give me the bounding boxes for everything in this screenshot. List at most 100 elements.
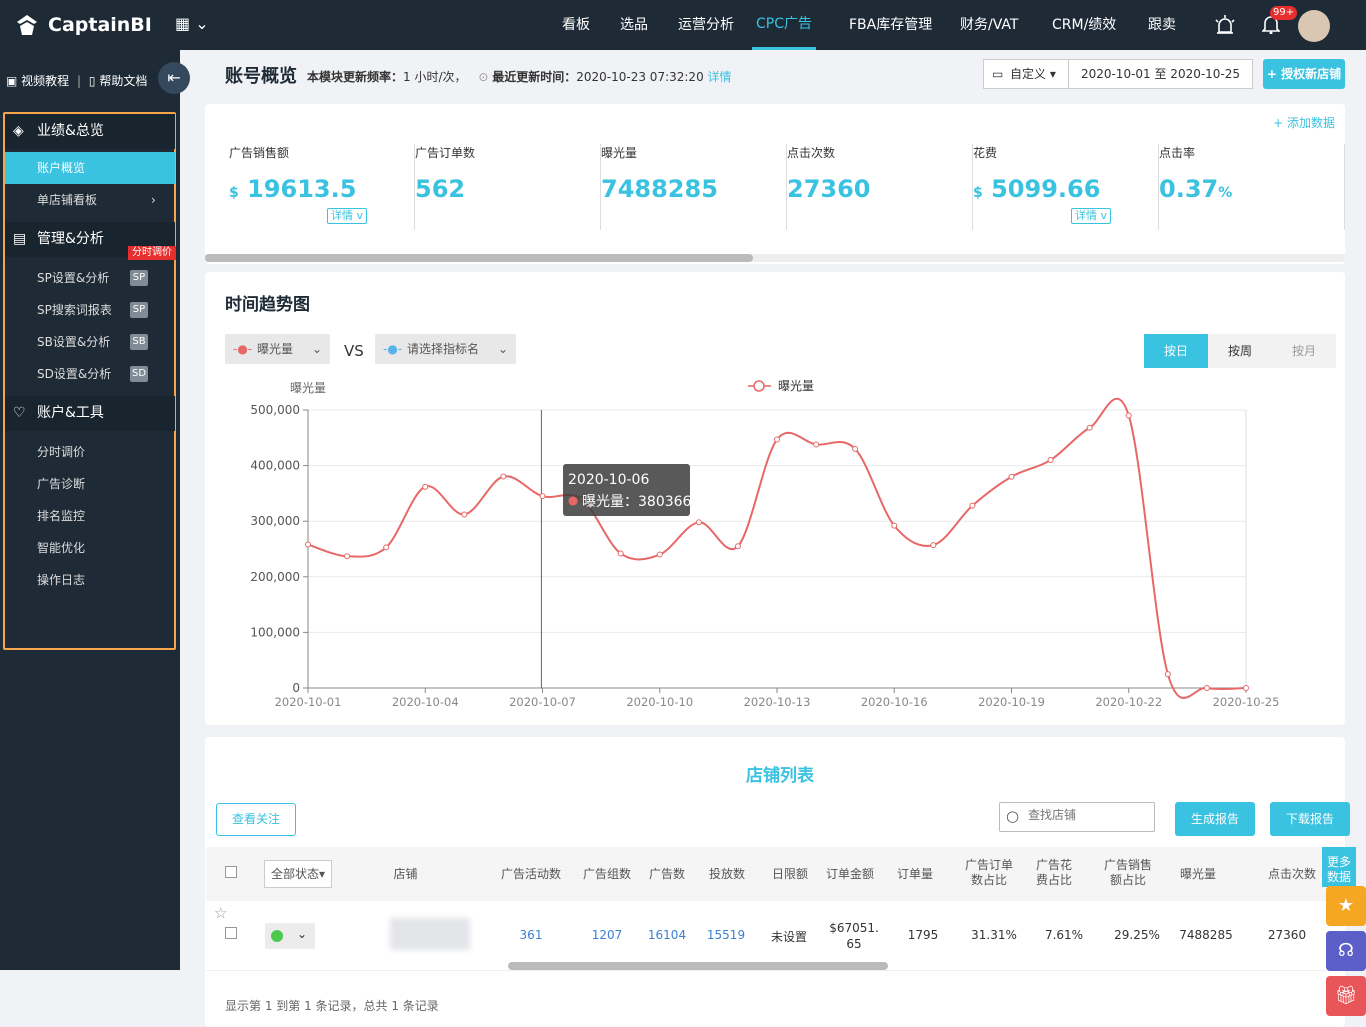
period-day-button[interactable]: 按日 xyxy=(1144,334,1208,368)
y-tick-label: 400,000 xyxy=(250,459,300,473)
sidebar-item-rank-monitor[interactable]: 排名监控 xyxy=(37,509,86,523)
sidebar-item-label: SD设置&分析 xyxy=(37,367,112,381)
status-filter-select[interactable]: 全部状态▾ xyxy=(264,860,332,888)
shop-search-box[interactable]: ○ xyxy=(999,802,1155,832)
headset-icon[interactable]: ☊ xyxy=(1326,931,1366,971)
apps-grid-icon[interactable]: ▦ ⌄ xyxy=(175,14,209,33)
help-doc-link[interactable]: 帮助文档 xyxy=(99,74,148,88)
row-impressions: 7488285 xyxy=(1179,928,1233,942)
row-ads[interactable]: 16104 xyxy=(647,928,687,942)
nav-product-selection[interactable]: 选品 xyxy=(620,17,648,33)
tooltip-date: 2020-10-06 xyxy=(568,472,649,488)
y-tick-label: 200,000 xyxy=(250,570,300,584)
nav-crm[interactable]: CRM/绩效 xyxy=(1052,17,1117,33)
search-input[interactable] xyxy=(1028,808,1148,822)
download-report-button[interactable]: 下载报告 xyxy=(1270,802,1350,836)
nav-fba-inventory[interactable]: FBA库存管理 xyxy=(849,17,933,33)
row-status-select[interactable]: ⌄ xyxy=(265,923,315,949)
data-point xyxy=(774,436,780,443)
sidebar-section-performance[interactable]: ◈ 业绩&总览 xyxy=(5,114,175,149)
kpi-detail-button[interactable]: 详情 v xyxy=(327,208,368,224)
authorize-shop-button[interactable]: + 授权新店铺 xyxy=(1263,59,1345,89)
kpi-label: 广告销售额 xyxy=(229,146,290,160)
gift-icon[interactable]: 🎁︎ xyxy=(1326,976,1366,1016)
update-detail-link[interactable]: 详情 xyxy=(707,70,732,84)
avatar[interactable] xyxy=(1298,10,1330,42)
sidebar-item-account-overview[interactable]: 账户概览 xyxy=(5,152,175,184)
add-data-link[interactable]: + 添加数据 xyxy=(1273,116,1335,130)
period-week-button[interactable]: 按周 xyxy=(1208,334,1272,368)
kpi-value: 0.37% xyxy=(1159,175,1345,203)
location-icon: ⊙ xyxy=(478,70,489,84)
sidebar-item-sd-settings[interactable]: SD设置&分析 SD xyxy=(5,358,175,390)
kpi-value: $ 5099.66 xyxy=(973,175,1159,203)
data-point xyxy=(305,541,311,548)
x-tick-label: 2020-10-04 xyxy=(392,695,459,709)
kpi-card: + 添加数据 广告销售额 $ 19613.5 详情 v 广告订单数 562 曝光量 74… xyxy=(205,104,1345,264)
data-point xyxy=(383,544,390,551)
series-line xyxy=(307,397,1247,699)
data-point xyxy=(969,502,976,509)
kpi-number: 5099.66 xyxy=(991,175,1101,203)
sp-tag: SP xyxy=(130,270,148,286)
sidebar-item-sb-settings[interactable]: SB设置&分析 SB xyxy=(5,326,175,358)
nav-cpc-ads[interactable]: CPC广告 xyxy=(752,0,816,50)
x-tick-label: 2020-10-19 xyxy=(978,695,1045,709)
kpi-number: 27360 xyxy=(787,175,871,203)
alarm-light-icon[interactable] xyxy=(1214,14,1236,36)
x-tick-label: 2020-10-22 xyxy=(1095,695,1162,709)
kpi-detail-button[interactable]: 详情 v xyxy=(1071,208,1112,224)
row-targets[interactable]: 15519 xyxy=(706,928,746,942)
sidebar-section-tools[interactable]: ♡ 账户&工具 xyxy=(5,396,175,431)
nav-finance-vat[interactable]: 财务/VAT xyxy=(960,17,1019,33)
nav-operation-analysis[interactable]: 运营分析 xyxy=(678,17,734,33)
sidebar-item-smart-optimize[interactable]: 智能优化 xyxy=(37,541,86,555)
date-range-input[interactable]: 2020-10-01 至 2020-10-25 xyxy=(1068,59,1253,89)
view-follow-button[interactable]: 查看关注 xyxy=(216,803,296,836)
trend-title: 时间趋势图 xyxy=(225,295,310,315)
col-targets: 投放数 xyxy=(708,867,745,881)
data-point xyxy=(1086,424,1093,431)
sidebar-item-sp-settings[interactable]: SP设置&分析 SP xyxy=(5,262,175,294)
bookmark-star-icon[interactable]: ★ xyxy=(1326,886,1366,926)
row-campaigns[interactable]: 361 xyxy=(519,928,543,942)
date-mode-select[interactable]: ▭ 自定义 ▾ xyxy=(983,59,1069,89)
sd-tag: SD xyxy=(130,366,148,382)
more-data-button[interactable]: 更多数据 xyxy=(1322,847,1356,887)
tooltip-value: 380366 xyxy=(638,494,692,510)
nav-dashboard[interactable]: 看板 xyxy=(562,17,590,33)
col-order-ratio: 广告订单数占比 xyxy=(964,858,1013,887)
star-icon[interactable]: ☆ xyxy=(214,904,228,922)
metric1-select[interactable]: -●- 曝光量 ⌄ xyxy=(225,334,330,364)
metric2-select[interactable]: -●- 请选择指标名 ⌄ xyxy=(375,334,516,364)
trend-chart: 曝光量 曝光量 500,000 400,000 300,000 200,000 100,00… xyxy=(250,379,1279,709)
kpi-number: 7488285 xyxy=(601,175,718,203)
collapse-sidebar-button[interactable]: ⇤ xyxy=(158,62,190,94)
row-groups[interactable]: 1207 xyxy=(591,928,623,942)
sidebar-item-time-pricing[interactable]: 分时调价 xyxy=(37,445,86,459)
select-all-checkbox[interactable] xyxy=(225,866,237,878)
page-header: 账号概览 本模块更新频率：1 小时/次， ⊙ 最近更新时间：2020-10-23… xyxy=(205,56,1345,96)
table-scrollbar[interactable] xyxy=(508,962,888,970)
data-point xyxy=(539,493,546,500)
x-tick-label: 2020-10-01 xyxy=(275,695,342,709)
kpi-label: 点击次数 xyxy=(787,146,836,160)
row-checkbox[interactable] xyxy=(225,927,237,939)
sidebar-item-single-shop[interactable]: 单店铺看板 › xyxy=(5,184,175,216)
kpi-tile: 点击次数 27360 xyxy=(787,144,973,230)
sidebar-item-operation-log[interactable]: 操作日志 xyxy=(37,573,86,587)
status-dot-icon xyxy=(271,930,283,942)
kpi-scrollbar[interactable] xyxy=(205,254,753,262)
period-month-button[interactable]: 按月 xyxy=(1272,334,1336,368)
video-tutorial-link[interactable]: 视频教程 xyxy=(21,74,70,88)
sidebar-item-sp-search-terms[interactable]: SP搜索词报表 SP xyxy=(5,294,175,326)
sidebar-item-ad-diagnosis[interactable]: 广告诊断 xyxy=(37,477,86,491)
generate-report-button[interactable]: 生成报告 xyxy=(1175,802,1255,836)
kpi-divider xyxy=(1158,144,1159,230)
kpi-divider xyxy=(786,144,787,230)
chevron-down-icon: ⌄ xyxy=(497,342,508,356)
kpi-scroll-track[interactable] xyxy=(205,254,1345,262)
captainbi-logo[interactable]: CaptainBI xyxy=(14,10,152,40)
nav-follow-sell[interactable]: 跟卖 xyxy=(1148,17,1176,33)
doc-icon: ▯ xyxy=(88,74,96,88)
